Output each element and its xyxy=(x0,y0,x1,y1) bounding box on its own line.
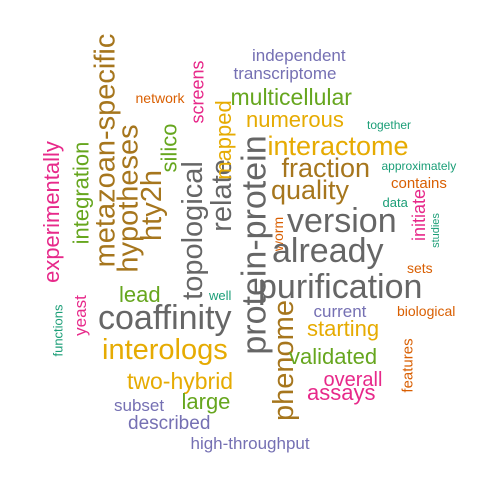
word-features: features xyxy=(399,337,417,393)
word-assays: assays xyxy=(307,380,376,405)
word-hty2h: hty2h xyxy=(135,169,168,241)
word-numerous: numerous xyxy=(246,107,344,132)
word-experimentally: experimentally xyxy=(38,141,64,283)
word-network: network xyxy=(135,90,185,106)
word-interologs: interologs xyxy=(102,333,228,366)
word-overall: overall xyxy=(323,369,383,391)
word-version: version xyxy=(287,202,397,240)
word-high-throughput: high-throughput xyxy=(190,433,310,453)
word-screens: screens xyxy=(187,60,208,124)
word-integration: integration xyxy=(67,141,93,245)
word-subset: subset xyxy=(114,395,165,415)
word-well: well xyxy=(209,287,232,303)
word-validated: validated xyxy=(289,344,378,369)
word-protein-protein: protein-protein xyxy=(235,135,274,355)
word-transcriptome: transcriptome xyxy=(233,63,337,83)
word-coaffinity: coaffinity xyxy=(98,299,232,337)
word-described: described xyxy=(128,412,211,434)
word-topological: topological xyxy=(176,160,209,300)
word-together: together xyxy=(367,118,412,132)
word-yeast: yeast xyxy=(70,294,90,336)
word-large: large xyxy=(181,389,231,414)
word-data: data xyxy=(382,194,408,210)
word-studies: studies xyxy=(429,212,442,248)
word-independent: independent xyxy=(252,45,346,65)
word-already: already xyxy=(272,232,384,270)
word-purification: purification xyxy=(258,268,423,306)
word-interactome: interactome xyxy=(267,130,409,161)
word-contains: contains xyxy=(391,174,447,192)
word-multicellular: multicellular xyxy=(230,83,352,110)
word-biological: biological xyxy=(397,303,456,319)
word-initiate: initiate xyxy=(409,188,430,242)
word-approximately: approximately xyxy=(381,159,457,173)
word-mapped: mapped xyxy=(210,100,236,180)
word-sets: sets xyxy=(407,260,433,276)
word-lead: lead xyxy=(119,282,161,307)
word-fraction: fraction xyxy=(281,152,371,183)
word-quality: quality xyxy=(271,174,350,205)
word-starting: starting xyxy=(307,316,380,341)
word-two-hybrid: two-hybrid xyxy=(127,367,234,394)
word-functions: functions xyxy=(50,303,66,357)
word-current: current xyxy=(313,301,367,321)
